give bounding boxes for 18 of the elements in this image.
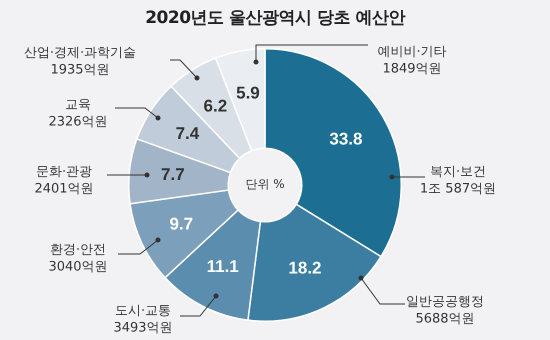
slice-label: 예비비·기타 1849억원 — [377, 44, 447, 76]
data-label: 5.9 — [236, 84, 260, 103]
slice-label: 환경·안전 3040억원 — [48, 242, 108, 274]
chart-title: 2020년도 울산광역시 당초 예산안 — [144, 7, 406, 29]
data-label: 18.2 — [288, 258, 322, 278]
data-label: 11.1 — [206, 257, 239, 276]
text: 단위 % — [245, 177, 285, 192]
data-label: 7.4 — [176, 124, 200, 144]
slice-label: 일반공공행정 5688억원 — [406, 294, 484, 326]
data-label: 7.7 — [161, 165, 185, 184]
slice-label: 도시·교통 3493억원 — [113, 303, 173, 336]
slice-label: 문화·관광 2401억원 — [34, 164, 94, 196]
data-label: 9.7 — [169, 214, 194, 234]
data-label: 6.2 — [204, 96, 228, 116]
slice-label: 복지·보건 1조 587억원 — [420, 164, 496, 196]
slice-label: 산업·경제·과학기술 1935억원 — [24, 45, 136, 78]
slice-label: 교육 2326억원 — [48, 97, 108, 130]
data-label: 33.8 — [329, 130, 362, 149]
